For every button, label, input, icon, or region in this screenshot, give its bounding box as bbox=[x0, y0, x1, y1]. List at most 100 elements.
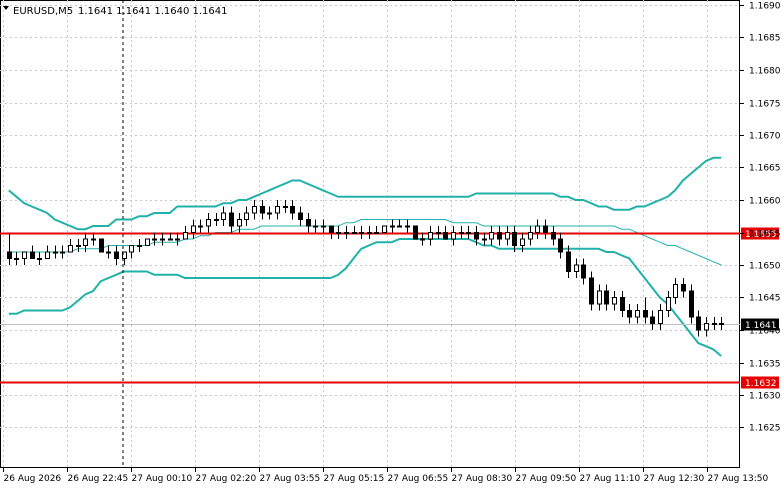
candle bbox=[83, 232, 88, 252]
candle-body bbox=[681, 284, 686, 292]
candle-body bbox=[551, 232, 556, 240]
candle-body bbox=[214, 219, 219, 221]
candle bbox=[397, 219, 402, 228]
candle bbox=[30, 245, 35, 259]
candle-body bbox=[114, 251, 119, 259]
x-tick-label: 26 Aug 22:45 bbox=[68, 474, 129, 484]
candle-body bbox=[558, 238, 563, 253]
current-price-label: 1.1641 bbox=[745, 321, 777, 331]
x-tick-label: 27 Aug 03:55 bbox=[260, 474, 321, 484]
candle bbox=[91, 232, 96, 246]
candle bbox=[359, 226, 364, 239]
candle bbox=[260, 200, 265, 220]
candle-body bbox=[68, 245, 73, 253]
candle-body bbox=[520, 238, 525, 246]
candle bbox=[627, 304, 632, 324]
candle bbox=[237, 213, 242, 233]
candle-body bbox=[313, 225, 318, 228]
candle bbox=[689, 284, 694, 324]
candle-body bbox=[643, 310, 648, 318]
candle-body bbox=[252, 206, 257, 214]
candle bbox=[298, 206, 303, 226]
dropdown-triangle-icon[interactable] bbox=[3, 6, 9, 10]
candle-body bbox=[704, 323, 709, 331]
candle bbox=[666, 291, 671, 317]
candle bbox=[76, 239, 81, 252]
candle-body bbox=[359, 232, 364, 234]
candle bbox=[344, 226, 349, 239]
candle-body bbox=[76, 245, 81, 247]
candle bbox=[306, 213, 311, 233]
bollinger-upper-line bbox=[8, 156, 722, 231]
candle bbox=[214, 213, 219, 226]
candle bbox=[283, 200, 288, 213]
candle bbox=[512, 226, 517, 252]
candle-body bbox=[191, 225, 196, 233]
y-tick-label: 1.1630 bbox=[749, 392, 781, 402]
y-tick-label: 1.1680 bbox=[749, 67, 781, 77]
candle-body bbox=[244, 212, 249, 220]
candle-body bbox=[635, 310, 640, 318]
candle-body bbox=[122, 251, 127, 259]
candle-body bbox=[367, 232, 372, 234]
grid bbox=[0, 0, 740, 468]
candle-body bbox=[443, 232, 448, 240]
level-price-tag bbox=[741, 227, 779, 240]
candle bbox=[229, 206, 234, 233]
x-tick-label: 27 Aug 00:10 bbox=[132, 474, 193, 484]
candle-body bbox=[627, 310, 632, 318]
candle-body bbox=[237, 219, 242, 227]
candle-body bbox=[99, 238, 104, 253]
candle bbox=[566, 245, 571, 278]
x-tick-label: 27 Aug 09:50 bbox=[516, 474, 577, 484]
y-tick-label: 1.1625 bbox=[749, 424, 781, 434]
candle-body bbox=[543, 225, 548, 233]
candle-body bbox=[489, 232, 494, 240]
candle-body bbox=[696, 316, 701, 331]
candle-body bbox=[612, 297, 617, 305]
candle-body bbox=[436, 232, 441, 234]
x-tick-label: 27 Aug 02:20 bbox=[196, 474, 257, 484]
candle bbox=[558, 232, 563, 259]
candle-body bbox=[45, 251, 50, 259]
candle-body bbox=[22, 251, 27, 259]
price-axis: 1.1690 1.1685 1.1680 1.1675 1.1670 1.1665 1.16… bbox=[740, 2, 781, 434]
candle-body bbox=[497, 232, 502, 240]
candle-body bbox=[581, 264, 586, 279]
candle-body bbox=[712, 323, 717, 325]
candle bbox=[352, 226, 357, 234]
candle bbox=[206, 213, 211, 233]
candle bbox=[390, 219, 395, 233]
candle bbox=[152, 232, 157, 246]
candle bbox=[145, 238, 150, 246]
y-tick-label: 1.1690 bbox=[749, 2, 781, 12]
level-price-label: 1.1655 bbox=[745, 230, 777, 240]
candle-body bbox=[275, 206, 280, 214]
candle-body bbox=[267, 212, 272, 215]
candle-body bbox=[528, 232, 533, 240]
candle-body bbox=[405, 225, 410, 228]
candle-body bbox=[620, 297, 625, 311]
candle bbox=[183, 226, 188, 240]
candle bbox=[712, 317, 717, 330]
candle-body bbox=[290, 206, 295, 214]
candle-body bbox=[283, 206, 288, 208]
candle bbox=[168, 232, 173, 241]
candle bbox=[505, 226, 510, 246]
candle-body bbox=[512, 232, 517, 246]
candle bbox=[37, 252, 42, 265]
candle bbox=[581, 258, 586, 285]
candle-body bbox=[198, 225, 203, 228]
candle-body bbox=[719, 323, 724, 325]
candle-body bbox=[229, 212, 234, 227]
candle bbox=[191, 219, 196, 239]
candle bbox=[497, 226, 502, 246]
candle bbox=[244, 206, 249, 226]
candle-body bbox=[589, 277, 594, 305]
candle-body bbox=[129, 245, 134, 253]
candle bbox=[574, 258, 579, 278]
candle bbox=[597, 284, 602, 311]
candle-body bbox=[352, 232, 357, 234]
